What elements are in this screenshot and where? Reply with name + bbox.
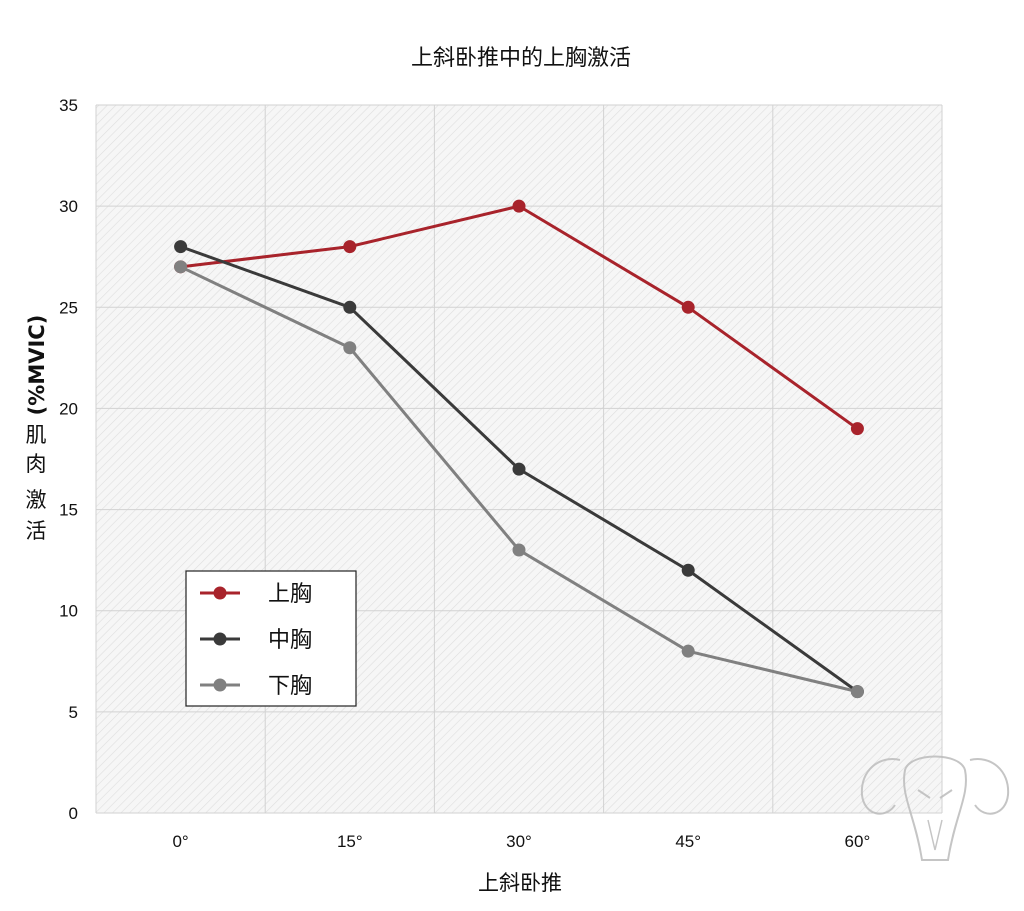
x-tick-label: 0° <box>172 832 188 851</box>
y-axis-title-prefix: (%MVIC) <box>25 315 49 416</box>
y-tick-label: 0 <box>69 804 78 823</box>
y-axis-title: (%MVIC) 肌 肉 激 活 <box>25 315 49 543</box>
y-tick-label: 25 <box>59 298 78 317</box>
y-tick-label: 30 <box>59 197 78 216</box>
data-point <box>512 543 526 557</box>
legend-marker <box>213 678 227 692</box>
legend-item-2: 中胸 <box>200 628 312 653</box>
y-tick-label: 5 <box>69 703 78 722</box>
legend-item-3: 下胸 <box>200 674 312 699</box>
legend-label: 上胸 <box>268 582 312 607</box>
chart-title: 上斜卧推中的上胸激活 <box>411 46 631 71</box>
series-3 <box>174 260 864 699</box>
data-point <box>343 240 357 254</box>
x-tick-label: 60° <box>845 832 871 851</box>
series-lines <box>174 199 864 699</box>
legend-label: 中胸 <box>268 628 312 653</box>
data-point <box>174 240 188 254</box>
legend-marker <box>213 586 227 600</box>
data-point <box>681 300 695 314</box>
data-point <box>343 300 357 314</box>
x-axis: 0° 15° 30° 45° 60° <box>172 832 870 851</box>
y-tick-label: 35 <box>59 96 78 115</box>
data-point <box>343 341 357 355</box>
series-2 <box>174 240 864 699</box>
legend-marker <box>213 632 227 646</box>
data-point <box>850 685 864 699</box>
x-tick-label: 45° <box>675 832 701 851</box>
y-axis-title-char-3: 激 <box>26 488 47 512</box>
data-point <box>681 563 695 577</box>
data-point <box>681 644 695 658</box>
x-axis-title: 上斜卧推 <box>478 871 562 895</box>
x-tick-label: 15° <box>337 832 363 851</box>
data-point <box>174 260 188 274</box>
y-axis: 0 5 10 15 20 25 30 35 <box>59 96 78 823</box>
x-tick-label: 30° <box>506 832 532 851</box>
data-point <box>512 199 526 213</box>
data-point <box>850 422 864 436</box>
y-axis-title-char-2: 肉 <box>26 452 47 476</box>
y-axis-title-char-4: 活 <box>26 519 47 543</box>
data-point <box>512 462 526 476</box>
legend-item-1: 上胸 <box>200 582 312 607</box>
y-tick-label: 15 <box>59 501 78 520</box>
y-tick-label: 10 <box>59 602 78 621</box>
legend-label: 下胸 <box>268 674 312 699</box>
y-tick-label: 20 <box>59 399 78 418</box>
y-axis-title-char-1: 肌 <box>26 423 47 447</box>
